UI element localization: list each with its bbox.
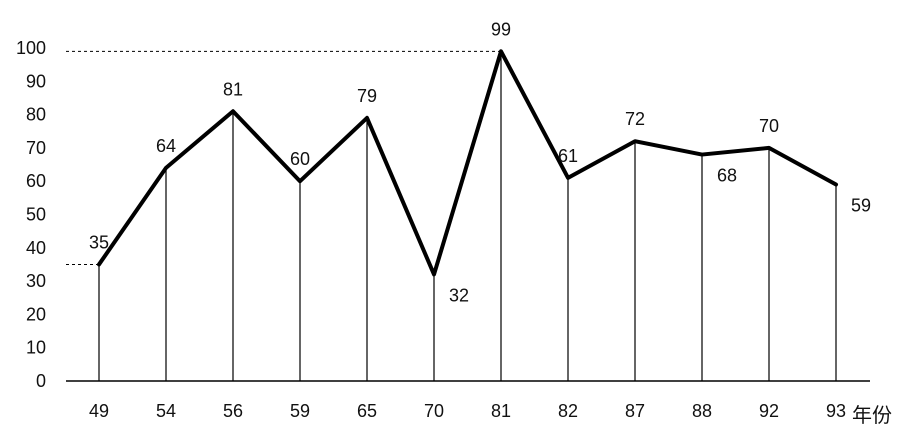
- y-tick-label: 20: [26, 304, 46, 324]
- data-label: 79: [357, 86, 377, 106]
- series-line-group: [97, 49, 838, 277]
- x-tick-label: 81: [491, 401, 511, 421]
- data-label: 35: [89, 232, 109, 252]
- y-tick-label: 100: [16, 38, 46, 58]
- data-label: 72: [625, 109, 645, 129]
- x-axis-unit-label: 年份: [852, 403, 892, 427]
- x-tick-label: 54: [156, 401, 176, 421]
- y-axis: 0 10 20 30 40 50 60 70 80 90 100: [16, 38, 46, 391]
- y-tick-label: 10: [26, 338, 46, 358]
- data-label: 60: [290, 149, 310, 169]
- y-tick-label: 60: [26, 171, 46, 191]
- x-tick-label: 65: [357, 401, 377, 421]
- data-label: 59: [851, 196, 871, 216]
- y-tick-label: 40: [26, 238, 46, 258]
- x-axis: 49 54 56 59 65 70 81 82 87 88 92 93: [66, 380, 870, 421]
- x-tick-label: 70: [424, 401, 444, 421]
- data-label: 32: [449, 285, 469, 305]
- drop-lines: [98, 51, 837, 381]
- x-tick-label: 82: [558, 401, 578, 421]
- x-tick-label: 56: [223, 401, 243, 421]
- y-tick-label: 50: [26, 205, 46, 225]
- x-tick-label: 88: [692, 401, 712, 421]
- data-labels: 35 64 81 60 79 32 99 61 72 68 70 59: [89, 19, 871, 305]
- data-label: 68: [717, 166, 737, 186]
- y-tick-label: 0: [36, 371, 46, 391]
- y-tick-label: 70: [26, 138, 46, 158]
- y-tick-label: 30: [26, 271, 46, 291]
- y-tick-label: 80: [26, 105, 46, 125]
- data-label: 81: [223, 79, 243, 99]
- reference-lines: [66, 50, 501, 265]
- data-label: 64: [156, 136, 176, 156]
- y-tick-label: 90: [26, 71, 46, 91]
- data-label: 99: [491, 19, 511, 39]
- data-label: 61: [558, 146, 578, 166]
- series-line: [97, 49, 838, 277]
- x-tick-label: 59: [290, 401, 310, 421]
- data-label: 70: [759, 116, 779, 136]
- x-tick-label: 92: [759, 401, 779, 421]
- x-tick-label: 93: [826, 401, 846, 421]
- x-tick-label: 49: [89, 401, 109, 421]
- x-tick-label: 87: [625, 401, 645, 421]
